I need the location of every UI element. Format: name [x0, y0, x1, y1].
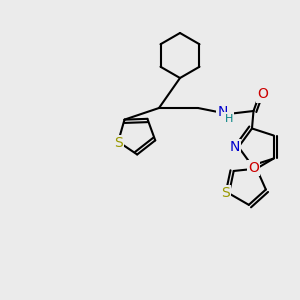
Text: S: S — [114, 136, 123, 150]
Text: O: O — [258, 88, 268, 101]
Text: N: N — [230, 140, 240, 154]
Text: N: N — [218, 106, 228, 119]
Text: O: O — [248, 161, 259, 175]
Text: S: S — [221, 186, 230, 200]
Text: H: H — [225, 113, 233, 124]
